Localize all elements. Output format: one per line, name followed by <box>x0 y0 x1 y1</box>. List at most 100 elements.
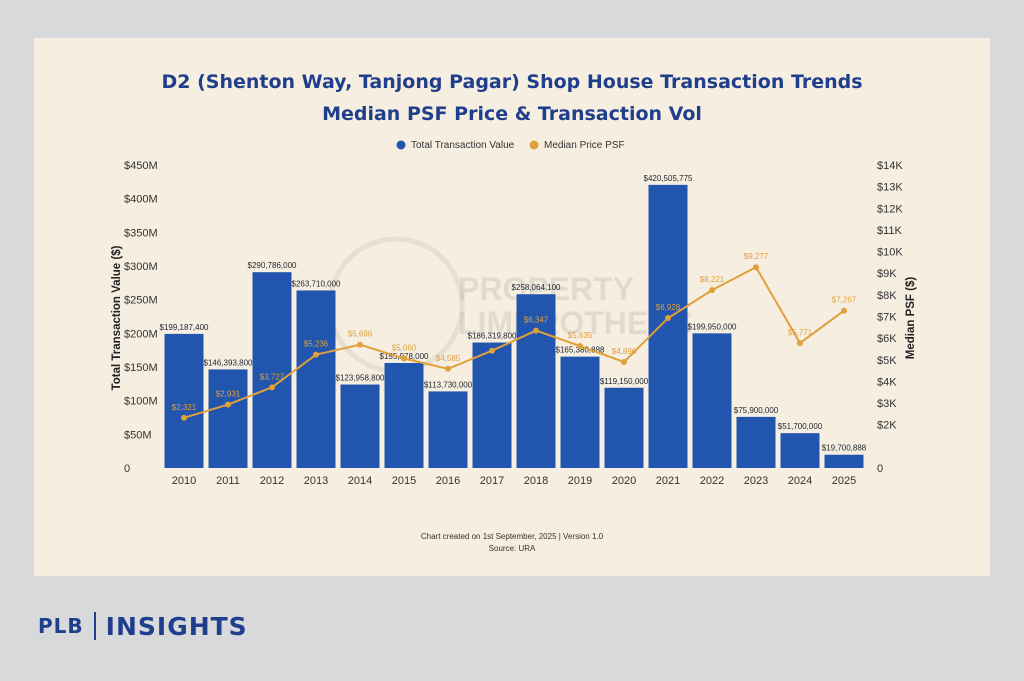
legend: Total Transaction Value Median Price PSF <box>396 140 625 151</box>
bar-value-label: $186,319,800 <box>468 332 517 341</box>
bar-value-label: $146,393,800 <box>204 358 253 367</box>
right-tick-label: $6K <box>877 333 897 345</box>
right-tick-label: $4K <box>877 376 897 388</box>
right-tick-label: $12K <box>877 203 903 215</box>
bar-value-label: $263,710,000 <box>292 279 341 288</box>
footer-created: Chart created on 1st September, 2025 | V… <box>421 532 604 541</box>
psf-point <box>357 341 363 348</box>
left-axis-title: Total Transaction Value ($) <box>111 245 123 390</box>
psf-value-label: $2,931 <box>216 390 241 399</box>
right-tick-label: $2K <box>877 420 897 432</box>
right-tick-label: $14K <box>877 160 903 172</box>
x-tick-label: 2016 <box>436 475 460 487</box>
right-tick-label: $10K <box>877 247 903 259</box>
brand-plb: PLB <box>38 614 84 638</box>
x-tick-label: 2011 <box>216 475 240 487</box>
x-tick-label: 2024 <box>788 475 812 487</box>
bar-2018 <box>516 294 556 468</box>
right-tick-label: $9K <box>877 268 897 280</box>
footer-source: Source: URA <box>489 544 536 553</box>
line-series: $2,321 $2,931 $3,727 $5,236 $5,696 $5,060 $4,5… <box>172 252 857 421</box>
left-axis: 0 $50M $100M $150M $200M $250M $300M $350M $400M… <box>111 160 158 475</box>
left-tick-label: $450M <box>124 160 158 172</box>
bar-2013 <box>296 290 336 468</box>
bar-value-label: $119,150,000 <box>600 377 649 386</box>
x-tick-label: 2023 <box>744 475 768 487</box>
x-tick-label: 2025 <box>832 475 856 487</box>
psf-point <box>489 347 495 354</box>
psf-point <box>313 351 319 358</box>
psf-value-label: $2,321 <box>172 403 197 412</box>
psf-point <box>225 401 231 408</box>
bar-value-label: $258,064,100 <box>512 283 561 292</box>
chart-title-line2: Median PSF Price & Transaction Vol <box>322 103 702 125</box>
bar-2022 <box>692 333 732 468</box>
bar-value-label: $199,950,000 <box>688 322 737 331</box>
left-tick-label: $50M <box>124 429 152 441</box>
psf-value-label: $6,347 <box>524 316 549 325</box>
bar-series: $199,187,400 $146,393,800 $290,786,000 $263… <box>160 174 867 469</box>
bar-value-label: $51,700,000 <box>778 422 823 431</box>
psf-point <box>797 340 803 347</box>
brand-insights: INSIGHTS <box>105 611 248 641</box>
bar-2014 <box>340 384 380 468</box>
right-tick-label: $11K <box>877 225 903 237</box>
psf-point <box>445 365 451 372</box>
bar-2016 <box>428 391 468 468</box>
psf-value-label: $6,928 <box>656 303 681 312</box>
x-axis: 2010 2011 2012 2013 2014 2015 2016 2017 2018 2019… <box>172 475 856 487</box>
legend-label-transaction-value: Total Transaction Value <box>411 140 515 151</box>
psf-point <box>665 315 671 322</box>
psf-point <box>533 327 539 334</box>
psf-value-label: $5,696 <box>348 330 373 339</box>
left-tick-label: $250M <box>124 295 158 307</box>
psf-value-label: $9,277 <box>744 252 769 261</box>
x-tick-label: 2020 <box>612 475 636 487</box>
x-tick-label: 2021 <box>656 475 680 487</box>
psf-value-label: $5,771 <box>788 328 813 337</box>
psf-point <box>577 343 583 350</box>
bar-2019 <box>560 356 600 468</box>
psf-value-label: $3,727 <box>260 372 285 381</box>
x-tick-label: 2014 <box>348 475 372 487</box>
bar-value-label: $75,900,000 <box>734 406 779 415</box>
left-tick-label: $350M <box>124 227 158 239</box>
chart-title-line1: D2 (Shenton Way, Tanjong Pagar) Shop Hou… <box>161 71 862 93</box>
bar-2015 <box>384 362 424 468</box>
left-tick-label: 0 <box>124 463 130 475</box>
median-psf-line <box>183 265 845 419</box>
bar-value-label: $19,700,888 <box>822 444 867 453</box>
right-tick-label: $3K <box>877 398 897 410</box>
bar-2020 <box>604 387 644 468</box>
bar-2023 <box>736 416 776 468</box>
psf-value-label: $8,221 <box>700 275 725 284</box>
psf-value-label: $7,267 <box>832 296 857 305</box>
brand-divider <box>93 612 96 640</box>
x-tick-label: 2013 <box>304 475 328 487</box>
psf-value-label: $5,236 <box>304 340 329 349</box>
x-tick-label: 2018 <box>524 475 548 487</box>
bar-2010 <box>164 333 204 468</box>
psf-point <box>181 414 187 421</box>
bar-value-label: $113,730,000 <box>424 380 473 389</box>
bar-value-label: $199,187,400 <box>160 323 209 332</box>
left-tick-label: $200M <box>124 328 158 340</box>
right-tick-label: $8K <box>877 290 897 302</box>
psf-value-label: $5,635 <box>568 331 593 340</box>
psf-point <box>753 264 759 271</box>
chart-panel: PROPERTY LIMBROTHERS D2 (Shenton Way, Tan… <box>34 38 990 576</box>
bar-value-label: $165,380,888 <box>556 346 605 355</box>
psf-value-label: $4,896 <box>612 347 637 356</box>
psf-value-label: $4,585 <box>436 354 461 363</box>
psf-point <box>841 307 847 314</box>
legend-label-median-psf: Median Price PSF <box>544 140 625 151</box>
psf-value-label: $5,060 <box>392 343 417 352</box>
left-tick-label: $400M <box>124 194 158 206</box>
legend-marker-transaction-value <box>396 140 406 150</box>
x-tick-label: 2012 <box>260 475 284 487</box>
bar-2021 <box>648 184 688 469</box>
x-tick-label: 2010 <box>172 475 196 487</box>
right-axis-title: Median PSF ($) <box>905 277 917 360</box>
bar-value-label: $123,958,800 <box>336 374 385 383</box>
